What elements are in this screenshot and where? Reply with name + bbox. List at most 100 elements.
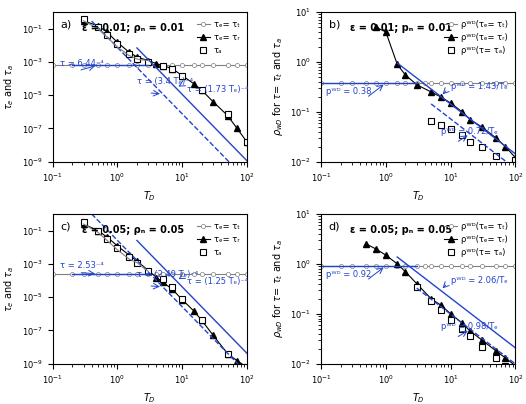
τₑ= τᵣ: [244, 140, 250, 145]
ρᵂᴰ(τₑ= τₜ): [394, 263, 400, 268]
ρᵂᴰ(τₑ= τₜ): [502, 80, 509, 85]
τₑ= τᵣ: [126, 252, 132, 257]
Line: τₑ= τₜ: τₑ= τₜ: [50, 272, 249, 276]
τₑ= τₜ: [104, 271, 110, 276]
τₑ= τₜ: [126, 63, 132, 67]
τₑ= τₜ: [234, 271, 240, 276]
ρᵂᴰ(τₑ= τᵣ): [502, 144, 509, 149]
τₑ= τₜ: [69, 271, 75, 276]
τₑ= τₜ: [69, 63, 75, 67]
τₑ= τₜ: [190, 63, 197, 67]
X-axis label: $T_D$: $T_D$: [144, 391, 156, 404]
ρᵂᴰ(τₑ= τₜ): [422, 80, 428, 85]
ρᵂᴰ(τₑ= τₜ): [422, 263, 428, 268]
ρᵂᴰ(τₑ= τₜ): [512, 80, 519, 85]
τₐ: [104, 237, 110, 242]
ρᵂᴰ(τₑ= τᵣ): [413, 281, 420, 286]
τₑ= τₜ: [210, 63, 216, 67]
τₑ= τᵣ: [190, 81, 197, 86]
τₑ= τₜ: [145, 271, 151, 276]
τₐ: [159, 277, 166, 282]
ρᵂᴰ(τₑ= τᵣ): [394, 62, 400, 67]
Line: ρᵂᴰ(τ= τₐ): ρᵂᴰ(τ= τₐ): [428, 118, 518, 162]
τₑ= τᵣ: [153, 61, 159, 66]
τₐ: [126, 52, 132, 57]
Line: τₑ= τᵣ: τₑ= τᵣ: [81, 18, 250, 145]
Text: ε = 0.01; pₙ = 0.01: ε = 0.01; pₙ = 0.01: [350, 23, 452, 33]
τₑ= τᵣ: [95, 228, 101, 233]
ρᵂᴰ(τₑ= τᵣ): [512, 155, 519, 160]
τₑ= τₜ: [80, 63, 87, 67]
τₐ: [114, 42, 120, 46]
ρᵂᴰ(τ= τₐ): [467, 139, 473, 144]
Text: pᵂᴰ = 0.72/Tₑ: pᵂᴰ = 0.72/Tₑ: [441, 127, 498, 136]
X-axis label: $T_D$: $T_D$: [144, 189, 156, 203]
ρᵂᴰ(τₑ= τₜ): [467, 80, 473, 85]
τₑ= τᵣ: [210, 99, 216, 104]
ρᵂᴰ(τₑ= τₜ): [349, 80, 355, 85]
τₑ= τᵣ: [159, 63, 166, 68]
τₑ= τᵣ: [114, 244, 120, 248]
ρᵂᴰ(τₑ= τₜ): [438, 263, 444, 268]
τₐ: [134, 57, 140, 61]
τₐ: [114, 246, 120, 250]
τₐ: [244, 365, 250, 370]
ρᵂᴰ(τₑ= τₜ): [383, 80, 389, 85]
τₑ= τᵣ: [153, 275, 159, 280]
τₑ= τₜ: [153, 63, 159, 67]
Y-axis label: $\tau_e$ and $\tau_a$: $\tau_e$ and $\tau_a$: [3, 64, 16, 110]
τₑ= τᵣ: [104, 30, 110, 35]
ρᵂᴰ(τₑ= τᵣ): [459, 321, 465, 326]
τₑ= τₜ: [210, 271, 216, 276]
τₑ= τᵣ: [234, 358, 240, 363]
ρᵂᴰ(τₑ= τₜ): [372, 263, 379, 268]
ρᵂᴰ(τₑ= τᵣ): [467, 117, 473, 122]
τₑ= τₜ: [134, 271, 140, 276]
Text: b): b): [329, 20, 340, 29]
ρᵂᴰ(τₑ= τᵣ): [459, 109, 465, 114]
τₑ= τᵣ: [104, 235, 110, 240]
τₑ= τᵣ: [114, 40, 120, 45]
Legend: τₑ= τₜ, τₑ= τᵣ, τₐ: τₑ= τₜ, τₑ= τᵣ, τₐ: [194, 218, 243, 260]
ρᵂᴰ(τₑ= τᵣ): [512, 364, 519, 368]
τₑ= τₜ: [199, 63, 205, 67]
ρᵂᴰ(τₑ= τᵣ): [428, 296, 434, 301]
τₐ: [104, 33, 110, 38]
Line: ρᵂᴰ(τ= τₐ): ρᵂᴰ(τ= τₐ): [414, 284, 518, 374]
τₑ= τᵣ: [126, 50, 132, 55]
τₑ= τₜ: [169, 271, 175, 276]
τₑ= τₜ: [179, 271, 185, 276]
ρᵂᴰ(τₑ= τₜ): [493, 263, 499, 268]
Text: τ = (1.73 Tₑ)⁻⁴: τ = (1.73 Tₑ)⁻⁴: [187, 85, 249, 94]
ρᵂᴰ(τ= τₐ): [512, 369, 519, 374]
ρᵂᴰ(τₑ= τₜ): [459, 263, 465, 268]
ρᵂᴰ(τₑ= τₜ): [438, 80, 444, 85]
ρᵂᴰ(τₑ= τᵣ): [493, 348, 499, 353]
ρᵂᴰ(τₑ= τₜ): [402, 263, 409, 268]
ρᵂᴰ(τₑ= τᵣ): [479, 124, 485, 129]
X-axis label: $T_D$: $T_D$: [412, 391, 424, 404]
τₑ= τᵣ: [95, 23, 101, 28]
ρᵂᴰ(τₑ= τₜ): [428, 80, 434, 85]
Line: τₐ: τₐ: [81, 16, 250, 145]
Line: τₐ: τₐ: [81, 219, 250, 370]
ρᵂᴰ(τₑ= τₜ): [467, 263, 473, 268]
ρᵂᴰ(τₑ= τᵣ): [363, 242, 369, 246]
τₑ= τᵣ: [199, 318, 205, 323]
τₑ= τₜ: [225, 63, 231, 67]
Text: τ = (2.49 Tₑ)⁻⁴: τ = (2.49 Tₑ)⁻⁴: [137, 270, 198, 279]
τₑ= τₜ: [95, 271, 101, 276]
τₑ= τₜ: [169, 63, 175, 67]
ρᵂᴰ(τₑ= τᵣ): [372, 246, 379, 251]
X-axis label: $T_D$: $T_D$: [412, 189, 424, 203]
ρᵂᴰ(τₑ= τₜ): [512, 263, 519, 268]
Y-axis label: $\tau_e$ and $\tau_a$: $\tau_e$ and $\tau_a$: [3, 265, 16, 312]
ρᵂᴰ(τ= τₐ): [479, 344, 485, 349]
ρᵂᴰ(τₑ= τₜ): [448, 263, 454, 268]
Text: τ = (3.4 Tₑ)⁻⁴: τ = (3.4 Tₑ)⁻⁴: [137, 77, 193, 86]
Text: pᵂᴰ = 1.43/Tₑ: pᵂᴰ = 1.43/Tₑ: [451, 82, 508, 91]
Text: a): a): [60, 20, 72, 29]
τₑ= τᵣ: [134, 259, 140, 263]
τₑ= τᵣ: [169, 66, 175, 71]
ρᵂᴰ(τₑ= τᵣ): [402, 72, 409, 77]
